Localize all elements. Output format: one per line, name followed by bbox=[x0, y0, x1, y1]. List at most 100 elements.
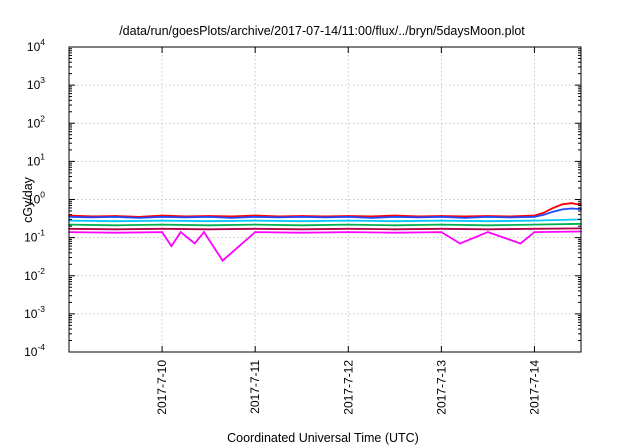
data-point bbox=[137, 216, 140, 219]
data-point bbox=[440, 231, 443, 233]
data-point bbox=[300, 215, 303, 218]
series-line bbox=[68, 202, 582, 218]
data-point bbox=[114, 220, 117, 223]
y-tick-mantissa: 10 bbox=[27, 193, 41, 207]
x-tick-label: 2017-7-14 bbox=[527, 360, 541, 415]
data-point bbox=[561, 208, 564, 211]
data-point bbox=[184, 216, 187, 219]
data-point bbox=[440, 215, 443, 218]
data-point bbox=[207, 228, 210, 231]
y-tick-mantissa: 10 bbox=[24, 345, 38, 359]
series-line bbox=[68, 227, 582, 231]
data-point bbox=[542, 213, 545, 216]
data-point bbox=[533, 227, 536, 230]
data-point bbox=[347, 223, 350, 226]
data-point bbox=[207, 224, 210, 227]
data-point bbox=[393, 228, 396, 231]
data-point bbox=[393, 214, 396, 217]
data-point bbox=[533, 223, 536, 226]
y-tick-exponent: 3 bbox=[40, 75, 45, 85]
data-point bbox=[254, 219, 257, 222]
data-point bbox=[393, 220, 396, 223]
data-point bbox=[170, 245, 173, 247]
data-point bbox=[221, 259, 224, 262]
data-point bbox=[161, 227, 163, 230]
data-point bbox=[487, 215, 489, 218]
data-point bbox=[561, 203, 564, 206]
data-point bbox=[440, 223, 443, 226]
y-tick-label: 10-1 bbox=[24, 228, 45, 245]
data-point bbox=[324, 216, 326, 219]
data-point bbox=[231, 215, 233, 218]
y-tick-label: 102 bbox=[27, 113, 45, 130]
data-point bbox=[463, 216, 466, 219]
data-point bbox=[393, 215, 396, 218]
y-tick-exponent: 4 bbox=[40, 37, 45, 47]
y-tick-mantissa: 10 bbox=[27, 154, 41, 168]
data-point bbox=[300, 220, 303, 223]
data-point bbox=[207, 215, 210, 218]
series-5 bbox=[68, 230, 582, 262]
y-tick-label: 104 bbox=[27, 37, 45, 54]
data-point bbox=[277, 216, 280, 219]
data-point bbox=[487, 224, 489, 227]
data-point bbox=[231, 216, 233, 219]
data-point bbox=[487, 220, 489, 223]
series-2 bbox=[68, 218, 582, 223]
data-point bbox=[370, 216, 373, 219]
y-tick-mantissa: 10 bbox=[27, 40, 41, 54]
data-point bbox=[417, 216, 419, 219]
data-point bbox=[487, 231, 489, 233]
data-point bbox=[161, 214, 163, 217]
data-point bbox=[440, 219, 443, 222]
data-point bbox=[519, 242, 522, 245]
data-point bbox=[300, 228, 303, 231]
series-line bbox=[68, 207, 582, 219]
grid bbox=[69, 47, 581, 352]
x-tick-label: 2017-7-13 bbox=[434, 360, 448, 415]
series-line bbox=[68, 222, 582, 227]
data-point bbox=[207, 220, 210, 223]
series-0 bbox=[68, 202, 582, 218]
data-point bbox=[570, 202, 573, 205]
data-point bbox=[254, 231, 257, 233]
data-point bbox=[203, 231, 205, 233]
data-point bbox=[552, 207, 554, 209]
data-point bbox=[347, 219, 350, 222]
data-point bbox=[510, 216, 513, 219]
data-point bbox=[161, 231, 163, 233]
y-tick-mantissa: 10 bbox=[24, 269, 38, 283]
data-point bbox=[552, 210, 554, 213]
y-tick-exponent: -1 bbox=[37, 228, 45, 238]
y-tick-label: 101 bbox=[27, 151, 45, 168]
data-point bbox=[161, 219, 163, 222]
x-tick-label: 2017-7-12 bbox=[341, 360, 355, 415]
data-point bbox=[393, 224, 396, 227]
data-point bbox=[193, 242, 196, 245]
data-point bbox=[542, 211, 545, 214]
data-point bbox=[300, 224, 303, 227]
data-point bbox=[254, 227, 257, 230]
series-group bbox=[68, 202, 582, 262]
y-tick-exponent: 0 bbox=[40, 190, 45, 200]
y-tick-mantissa: 10 bbox=[24, 231, 38, 245]
data-point bbox=[347, 231, 350, 233]
data-point bbox=[161, 223, 163, 226]
y-tick-exponent: 1 bbox=[40, 151, 45, 161]
data-point bbox=[463, 215, 466, 218]
series-1 bbox=[68, 207, 582, 219]
data-point bbox=[533, 231, 536, 233]
data-point bbox=[570, 207, 573, 210]
y-tick-mantissa: 10 bbox=[27, 116, 41, 130]
data-point bbox=[254, 214, 257, 217]
y-tick-exponent: 2 bbox=[40, 113, 45, 123]
data-point bbox=[347, 227, 350, 230]
y-tick-label: 100 bbox=[27, 190, 45, 207]
y-tick-mantissa: 10 bbox=[27, 78, 41, 92]
series-line bbox=[68, 230, 582, 262]
data-point bbox=[161, 215, 163, 218]
data-point bbox=[347, 215, 350, 218]
data-point bbox=[533, 219, 536, 222]
